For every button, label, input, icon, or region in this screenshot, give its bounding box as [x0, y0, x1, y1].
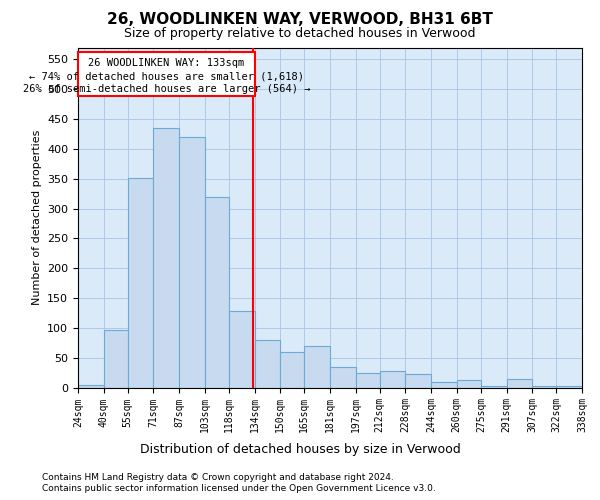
Text: Size of property relative to detached houses in Verwood: Size of property relative to detached ho… — [124, 28, 476, 40]
Text: ← 74% of detached houses are smaller (1,618): ← 74% of detached houses are smaller (1,… — [29, 72, 304, 82]
Bar — [78, 384, 104, 388]
FancyBboxPatch shape — [78, 52, 254, 96]
Bar — [304, 346, 330, 388]
Bar — [506, 379, 532, 388]
Bar — [481, 386, 506, 388]
Text: 26, WOODLINKEN WAY, VERWOOD, BH31 6BT: 26, WOODLINKEN WAY, VERWOOD, BH31 6BT — [107, 12, 493, 28]
Text: 26% of semi-detached houses are larger (564) →: 26% of semi-detached houses are larger (… — [23, 84, 310, 94]
Bar — [406, 374, 431, 388]
Bar — [532, 386, 556, 388]
Y-axis label: Number of detached properties: Number of detached properties — [32, 130, 41, 305]
Bar — [356, 372, 380, 388]
Bar — [104, 330, 128, 388]
Text: 26 WOODLINKEN WAY: 133sqm: 26 WOODLINKEN WAY: 133sqm — [88, 58, 244, 68]
Text: Contains public sector information licensed under the Open Government Licence v3: Contains public sector information licen… — [42, 484, 436, 493]
Text: Contains HM Land Registry data © Crown copyright and database right 2024.: Contains HM Land Registry data © Crown c… — [42, 472, 394, 482]
Bar — [280, 352, 304, 388]
Bar — [457, 380, 481, 388]
Bar — [229, 311, 254, 388]
Bar — [154, 128, 179, 388]
Bar — [179, 137, 205, 388]
Bar — [254, 340, 280, 388]
Text: Distribution of detached houses by size in Verwood: Distribution of detached houses by size … — [140, 442, 460, 456]
Bar — [431, 382, 457, 388]
Bar — [330, 366, 356, 388]
Bar — [205, 196, 229, 388]
Bar — [380, 372, 406, 388]
Bar — [128, 178, 154, 388]
Bar — [556, 386, 582, 388]
